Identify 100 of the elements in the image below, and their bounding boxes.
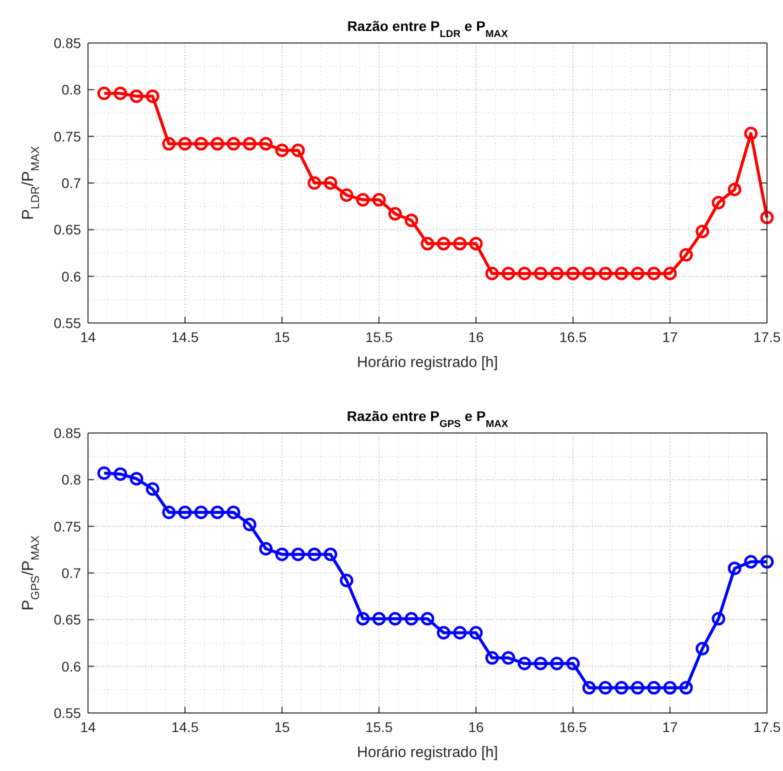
point [259, 137, 273, 151]
y-tick-label: 0.55 [54, 315, 82, 331]
x-tick-label: 15.5 [365, 329, 393, 345]
point [242, 518, 256, 532]
point [647, 681, 661, 695]
point [226, 137, 240, 151]
point [728, 562, 742, 576]
point [114, 467, 128, 481]
point [679, 681, 693, 695]
y-tick-label: 0.65 [54, 612, 82, 628]
point [404, 612, 418, 626]
point [178, 137, 192, 151]
point [420, 236, 434, 250]
point [679, 248, 693, 262]
chart-title: Razão entre P$_{LDR}$ e P$_{MAX}$ [347, 18, 508, 40]
point [744, 126, 758, 140]
point [760, 210, 774, 224]
point [194, 137, 208, 151]
point [291, 144, 305, 158]
point [485, 651, 499, 665]
point [242, 137, 256, 151]
point [356, 612, 370, 626]
x-tick-label: 17 [662, 719, 678, 735]
point [210, 506, 224, 520]
point [114, 86, 128, 100]
point [502, 651, 516, 665]
point [340, 188, 354, 202]
point [663, 681, 677, 695]
point [372, 193, 386, 207]
point [453, 626, 467, 640]
point [550, 266, 564, 280]
point [308, 176, 322, 190]
point [275, 144, 289, 158]
x-tick-label: 14.5 [171, 329, 199, 345]
point [469, 236, 483, 250]
point [534, 656, 548, 670]
point [226, 506, 240, 520]
x-tick-label: 17.5 [753, 329, 781, 345]
point [712, 612, 726, 626]
chart-title: Razão entre P$_{GPS}$ e P$_{MAX}$ [346, 408, 508, 430]
y-tick-label: 0.55 [54, 705, 82, 721]
point [760, 555, 774, 569]
point [502, 266, 516, 280]
point [372, 612, 386, 626]
point [696, 224, 710, 238]
point [308, 548, 322, 562]
y-tick-label: 0.65 [54, 222, 82, 238]
point [356, 193, 370, 207]
x-axis-title: Horário registrado [h] [357, 744, 498, 761]
y-tick-label: 0.7 [62, 565, 82, 581]
point [614, 681, 628, 695]
point [663, 266, 677, 280]
point [162, 137, 176, 151]
x-tick-label: 16.5 [559, 719, 587, 735]
point [534, 266, 548, 280]
point [324, 176, 338, 190]
y-tick-label: 0.6 [62, 268, 82, 284]
point [712, 196, 726, 210]
y-tick-label: 0.8 [62, 472, 82, 488]
x-tick-label: 17 [662, 329, 678, 345]
point [630, 266, 644, 280]
y-tick-label: 0.6 [62, 658, 82, 674]
point [130, 472, 144, 486]
point [614, 266, 628, 280]
x-tick-label: 16 [468, 719, 484, 735]
x-tick-label: 15 [274, 329, 290, 345]
x-axis-title: Horário registrado [h] [357, 354, 498, 371]
x-tick-label: 15.5 [365, 719, 393, 735]
y-tick-label: 0.7 [62, 175, 82, 191]
y-tick-label: 0.8 [62, 82, 82, 98]
x-tick-label: 14 [80, 329, 96, 345]
y-tick-label: 0.75 [54, 518, 82, 534]
point [469, 626, 483, 640]
point [518, 656, 532, 670]
point [324, 548, 338, 562]
point [744, 555, 758, 569]
point [275, 548, 289, 562]
point [550, 656, 564, 670]
point [453, 236, 467, 250]
point [291, 548, 305, 562]
y-tick-label: 0.75 [54, 128, 82, 144]
point [582, 266, 596, 280]
point [194, 506, 208, 520]
point [518, 266, 532, 280]
point [404, 214, 418, 228]
x-tick-label: 15 [274, 719, 290, 735]
point [388, 612, 402, 626]
point [566, 656, 580, 670]
point [146, 89, 160, 103]
point [436, 236, 450, 250]
point [598, 681, 612, 695]
point [566, 266, 580, 280]
point [388, 207, 402, 221]
x-tick-label: 16 [468, 329, 484, 345]
point [696, 642, 710, 656]
point [598, 266, 612, 280]
x-tick-label: 14 [80, 719, 96, 735]
x-tick-label: 16.5 [559, 329, 587, 345]
point [178, 506, 192, 520]
point [728, 182, 742, 196]
